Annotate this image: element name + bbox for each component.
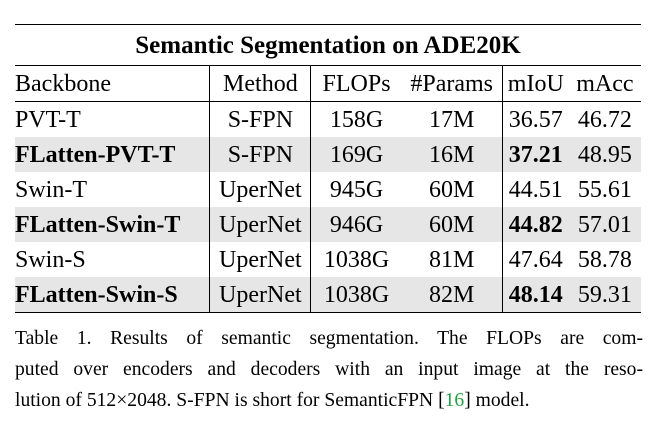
table-row: FLatten-PVT-T S-FPN 169G 16M 37.21 48.95: [15, 137, 641, 172]
caption-text: ] model.: [464, 390, 530, 411]
cell-miou: 37.21: [502, 137, 569, 172]
cell-method: UperNet: [209, 207, 312, 242]
table-title-row: Semantic Segmentation on ADE20K: [15, 24, 641, 66]
header-miou: mIoU: [502, 65, 569, 102]
header-method: Method: [209, 65, 312, 102]
cell-method: S-FPN: [209, 137, 312, 172]
cell-method: UperNet: [209, 242, 312, 277]
cell-flops: 158G: [329, 106, 384, 133]
cell-params: 82M: [401, 277, 503, 313]
table-row: Swin-S UperNet 1038G 81M 47.64 58.78: [15, 242, 641, 277]
cell-backbone: PVT-T: [15, 101, 211, 137]
cell-miou: 36.57: [508, 106, 563, 133]
table-row: FLatten-Swin-T UperNet 946G 60M 44.82 57…: [15, 207, 641, 242]
caption-text: lution of 512×2048. S-FPN is short for S…: [15, 390, 445, 411]
caption-line: Table 1. Results of semantic segmentatio…: [15, 328, 643, 349]
cell-params: 60M: [401, 207, 503, 242]
cell-miou: 44.51: [508, 176, 563, 203]
cell-macc: 48.95: [568, 137, 641, 172]
cell-backbone: FLatten-PVT-T: [15, 137, 211, 172]
cell-flops: 1038G: [310, 277, 402, 313]
table-header-row: Backbone Method FLOPs #Params mIoU mAcc: [15, 65, 641, 102]
cell-method: UperNet: [209, 277, 312, 313]
caption-line: puted over encoders and decoders with an…: [15, 359, 643, 380]
results-table: Semantic Segmentation on ADE20K Backbone…: [15, 24, 641, 313]
cell-miou: 44.82: [502, 207, 569, 242]
cell-backbone: FLatten-Swin-T: [15, 207, 211, 242]
cell-params: 60M: [401, 172, 503, 207]
cell-miou: 48.14: [502, 277, 569, 313]
cell-miou: 47.64: [508, 246, 563, 273]
header-params: #Params: [401, 65, 503, 102]
table-row: FLatten-Swin-S UperNet 1038G 82M 48.14 5…: [15, 277, 641, 313]
table-row: PVT-T S-FPN 158G 17M 36.57 46.72: [15, 101, 641, 137]
cell-flops: 945G: [329, 176, 384, 203]
table-title: Semantic Segmentation on ADE20K: [15, 24, 641, 66]
cell-backbone: Swin-T: [15, 172, 211, 207]
table-row: Swin-T UperNet 945G 60M 44.51 55.61: [15, 172, 641, 207]
cell-params: 81M: [401, 242, 503, 277]
cell-macc: 59.31: [568, 277, 641, 313]
cell-macc: 57.01: [568, 207, 641, 242]
header-flops: FLOPs: [310, 65, 402, 102]
table-caption: Table 1. Results of semantic segmentatio…: [15, 323, 643, 416]
caption-line: lution of 512×2048. S-FPN is short for S…: [15, 385, 643, 416]
header-macc: mAcc: [568, 65, 641, 102]
cell-flops: 169G: [310, 137, 402, 172]
citation-link[interactable]: 16: [444, 390, 465, 411]
cell-backbone: FLatten-Swin-S: [15, 277, 211, 313]
cell-flops: 946G: [310, 207, 402, 242]
cell-flops: 1038G: [323, 246, 390, 273]
header-backbone: Backbone: [15, 65, 211, 102]
cell-params: 16M: [401, 137, 503, 172]
cell-method: S-FPN: [209, 101, 312, 137]
cell-backbone: Swin-S: [15, 242, 211, 277]
cell-macc: 46.72: [577, 106, 632, 133]
cell-macc: 55.61: [577, 176, 632, 203]
cell-method: UperNet: [209, 172, 312, 207]
cell-params: 17M: [401, 101, 503, 137]
cell-macc: 58.78: [577, 246, 632, 273]
